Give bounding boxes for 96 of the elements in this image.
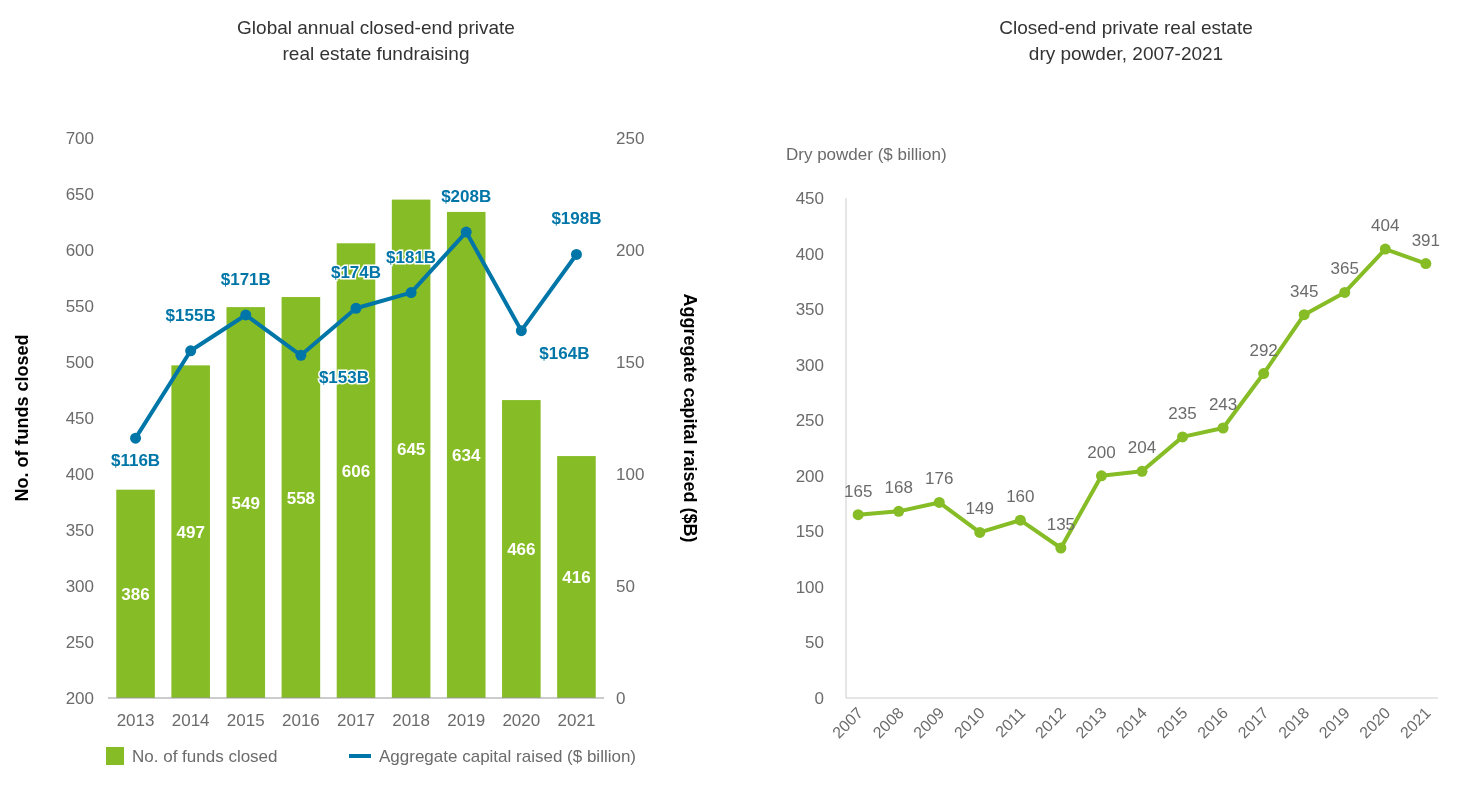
x-tick-label: 2013 xyxy=(116,711,155,730)
data-label: 365 xyxy=(1330,259,1359,279)
data-label: $208B xyxy=(441,187,492,207)
point xyxy=(1420,258,1432,270)
y-tick-label: 250 xyxy=(795,411,824,431)
y2-tick-label: 250 xyxy=(616,129,645,148)
data-label: 149 xyxy=(965,499,994,519)
y-tick-label: 50 xyxy=(805,633,824,653)
data-label: 204 xyxy=(1127,438,1157,458)
y-axis-title: Dry powder ($ billion) xyxy=(786,145,947,164)
y-tick-label: 300 xyxy=(795,355,824,375)
data-label: 466 xyxy=(507,540,536,560)
data-label: $198B xyxy=(551,209,602,229)
point xyxy=(974,526,986,538)
y-tick-label: 500 xyxy=(65,353,94,372)
x-tick-label: 2014 xyxy=(171,711,210,730)
x-tick-label: 2016 xyxy=(281,711,320,730)
data-label: 497 xyxy=(176,522,205,542)
point xyxy=(1298,309,1310,321)
data-label: $164B xyxy=(539,343,590,363)
y-tick-label: 600 xyxy=(65,241,94,260)
point xyxy=(1055,542,1067,554)
data-label: 165 xyxy=(843,481,873,501)
y-axis-title: No. of funds closed xyxy=(12,334,32,502)
x-tick-label: 2020 xyxy=(502,711,541,730)
point xyxy=(570,248,582,260)
point xyxy=(852,509,864,521)
y-tick-label: 650 xyxy=(65,185,94,204)
y-tick-label: 700 xyxy=(65,129,94,148)
data-label: 391 xyxy=(1411,230,1441,250)
y-tick-label: 450 xyxy=(65,409,94,428)
x-tick-label: 2019 xyxy=(447,711,486,730)
point xyxy=(1095,470,1107,482)
data-label: 549 xyxy=(231,493,260,513)
y2-tick-label: 200 xyxy=(616,241,645,260)
legend-label: Aggregate capital raised ($ billion) xyxy=(379,747,637,766)
y2-tick-label: 150 xyxy=(616,353,645,372)
data-label: 634 xyxy=(452,445,481,465)
data-label: 235 xyxy=(1168,403,1197,423)
y-tick-label: 350 xyxy=(795,300,824,320)
y-tick-label: 450 xyxy=(795,189,824,208)
data-label: 606 xyxy=(341,461,371,481)
y2-tick-label: 0 xyxy=(616,689,626,708)
data-label: $116B xyxy=(110,451,161,471)
point xyxy=(1258,368,1270,380)
x-tick-label: 2021 xyxy=(557,711,596,730)
y-tick-label: 0 xyxy=(814,689,824,708)
point xyxy=(240,309,252,321)
point xyxy=(295,349,307,361)
point xyxy=(350,302,362,314)
chart-title: Global annual closed-end private real estate fundraising xyxy=(237,17,515,64)
data-label: 558 xyxy=(286,488,316,508)
point xyxy=(515,325,527,337)
point xyxy=(893,505,905,517)
data-label: 176 xyxy=(925,469,954,489)
y-tick-label: 100 xyxy=(795,577,824,597)
data-label: $171B xyxy=(220,269,271,289)
point xyxy=(1339,286,1351,298)
point xyxy=(405,287,417,299)
data-label: 243 xyxy=(1208,395,1238,414)
y-tick-label: 300 xyxy=(65,577,94,596)
data-label: $155B xyxy=(165,305,216,325)
point xyxy=(1217,422,1229,434)
x-tick-label: 2018 xyxy=(392,711,431,730)
data-label: 168 xyxy=(884,478,913,498)
y-tick-label: 400 xyxy=(795,244,824,264)
data-label: 416 xyxy=(562,568,591,588)
data-label: 645 xyxy=(396,439,426,459)
point xyxy=(1177,431,1189,443)
legend-label: No. of funds closed xyxy=(132,747,278,766)
data-label: 200 xyxy=(1087,442,1116,462)
point xyxy=(130,432,142,444)
point xyxy=(185,345,197,357)
y-tick-label: 250 xyxy=(65,633,94,652)
y-tick-label: 150 xyxy=(795,522,824,542)
y-tick-label: 350 xyxy=(65,521,94,540)
point xyxy=(933,496,945,508)
point xyxy=(1136,465,1148,477)
y2-tick-label: 100 xyxy=(616,465,645,484)
data-label: 292 xyxy=(1249,340,1278,360)
point xyxy=(460,226,472,238)
data-label: 345 xyxy=(1290,281,1319,301)
data-label: 386 xyxy=(121,584,150,604)
y-tick-label: 200 xyxy=(65,689,94,708)
y2-axis-title: Aggregate capital raised ($B) xyxy=(680,293,700,543)
point xyxy=(1379,243,1391,255)
y2-tick-label: 50 xyxy=(616,577,635,596)
y-tick-label: 200 xyxy=(795,466,824,486)
point xyxy=(1014,514,1026,526)
data-label: 160 xyxy=(1006,487,1035,507)
data-label: 404 xyxy=(1371,216,1400,236)
x-tick-label: 2017 xyxy=(337,711,375,730)
x-tick-label: 2015 xyxy=(226,711,265,730)
chart-title: Closed-end private real estate dry powder, 2007-2021 xyxy=(999,17,1253,64)
y-tick-label: 400 xyxy=(65,465,94,484)
y-tick-label: 550 xyxy=(65,297,94,316)
